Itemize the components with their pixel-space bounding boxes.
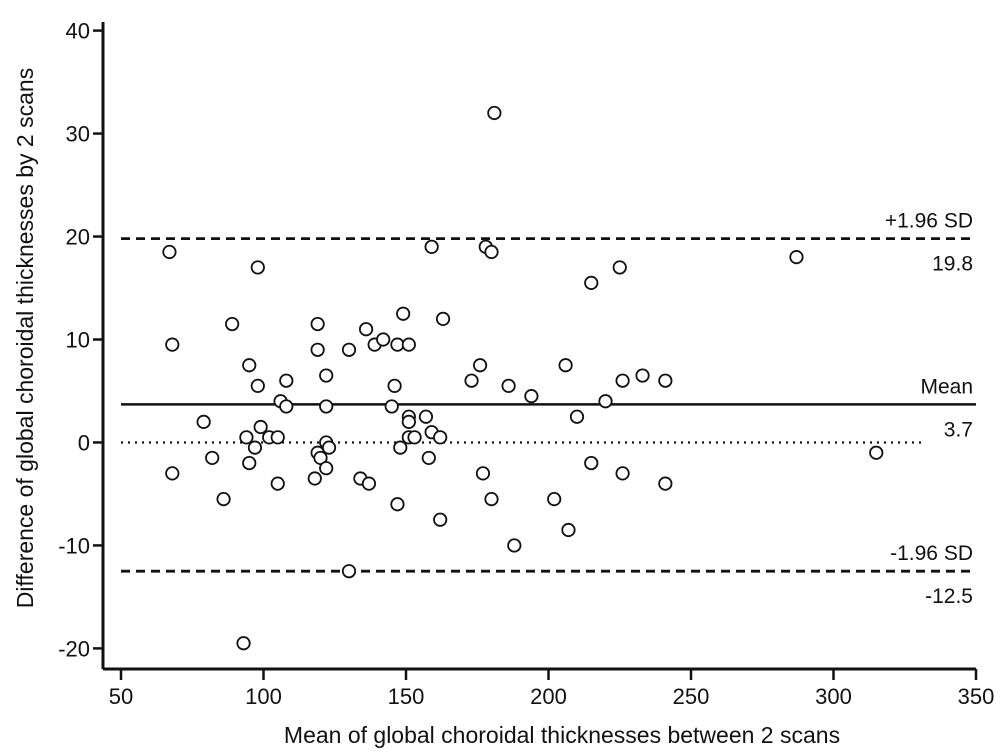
y-axis-title: Difference of global choroidal thickness…	[12, 68, 38, 608]
data-point	[475, 466, 491, 481]
data-point	[321, 440, 337, 455]
x-tick-label: 300	[815, 684, 852, 709]
data-point	[270, 476, 285, 491]
data-point	[393, 440, 408, 455]
reference-lines: +1.96 SD 19.8 Mean 3.7 -1.96 SD -12.5	[121, 210, 976, 608]
data-point	[247, 440, 263, 455]
data-point	[196, 414, 211, 429]
y-axis-ticks: -20 -10 0 10 20 30 40	[58, 19, 103, 661]
mean-line-value: 3.7	[944, 418, 973, 441]
data-point	[547, 492, 562, 507]
data-point	[341, 342, 357, 357]
y-tick-label: 20	[66, 225, 90, 250]
data-point	[472, 358, 488, 373]
data-point	[253, 419, 268, 435]
data-point	[225, 316, 240, 332]
data-point	[433, 512, 448, 527]
data-point	[598, 394, 613, 409]
data-point	[270, 430, 285, 445]
data-point	[561, 522, 576, 538]
data-point	[869, 445, 884, 460]
data-point	[165, 337, 180, 352]
data-point	[615, 373, 630, 388]
x-tick-label: 200	[530, 684, 567, 709]
data-point	[319, 461, 334, 476]
data-point	[205, 450, 220, 466]
data-point	[390, 497, 405, 512]
data-point	[584, 455, 599, 471]
data-point	[401, 337, 416, 352]
data-point	[424, 239, 439, 254]
data-point	[376, 332, 391, 347]
data-point	[789, 250, 804, 265]
upper-limit-line-label: +1.96 SD	[885, 210, 973, 233]
y-tick-label: 0	[78, 430, 90, 455]
data-point	[341, 564, 357, 579]
data-point	[584, 275, 599, 290]
data-point	[421, 450, 436, 466]
data-point	[558, 358, 573, 373]
mean-line-label: Mean	[920, 375, 973, 398]
data-point	[658, 373, 673, 388]
data-point	[319, 368, 334, 383]
data-point	[635, 368, 650, 383]
y-tick-label: 40	[66, 19, 90, 44]
data-point	[165, 466, 180, 481]
data-point	[615, 466, 630, 481]
data-point	[310, 342, 325, 357]
y-tick-label: -10	[58, 533, 90, 558]
data-point	[216, 492, 231, 507]
y-tick-label: 30	[66, 122, 90, 147]
data-point	[435, 311, 451, 327]
lower-limit-line-value: -12.5	[925, 585, 973, 608]
data-point	[236, 636, 251, 651]
data-point	[310, 316, 325, 332]
data-point	[524, 389, 539, 404]
x-tick-label: 350	[958, 684, 995, 709]
data-point	[407, 430, 422, 445]
data-point	[612, 260, 627, 275]
data-point	[484, 492, 499, 507]
data-point	[501, 378, 516, 393]
data-point	[307, 471, 322, 486]
data-point	[433, 430, 448, 445]
data-point	[162, 244, 177, 260]
data-point	[250, 378, 265, 393]
data-point	[401, 414, 416, 429]
data-point	[384, 399, 399, 414]
data-point	[242, 358, 257, 373]
x-tick-label: 50	[109, 684, 133, 709]
data-point	[507, 538, 522, 553]
data-point	[361, 476, 377, 491]
x-tick-label: 150	[388, 684, 425, 709]
x-axis-ticks: 50 100 150 200 250 300 350	[109, 669, 995, 709]
data-point	[387, 378, 402, 393]
x-tick-label: 100	[245, 684, 282, 709]
y-tick-label: -20	[58, 636, 90, 661]
upper-limit-line-value: 19.8	[932, 253, 973, 276]
data-point	[569, 409, 585, 424]
data-point	[484, 244, 499, 260]
data-point	[358, 322, 374, 337]
y-tick-label: 10	[66, 328, 90, 353]
data-point	[464, 373, 479, 388]
x-axis-title: Mean of global choroidal thicknesses bet…	[284, 722, 840, 748]
x-tick-label: 250	[673, 684, 710, 709]
data-point	[487, 105, 502, 121]
data-point	[658, 476, 673, 491]
data-point	[239, 430, 254, 445]
data-points	[162, 105, 884, 651]
data-point	[319, 399, 334, 414]
data-point	[250, 260, 265, 275]
lower-limit-line-label: -1.96 SD	[890, 542, 973, 565]
data-point	[396, 306, 411, 321]
axes	[101, 22, 976, 671]
data-point	[279, 399, 294, 414]
data-point	[279, 373, 294, 388]
data-point	[242, 455, 257, 471]
data-point	[418, 409, 434, 424]
